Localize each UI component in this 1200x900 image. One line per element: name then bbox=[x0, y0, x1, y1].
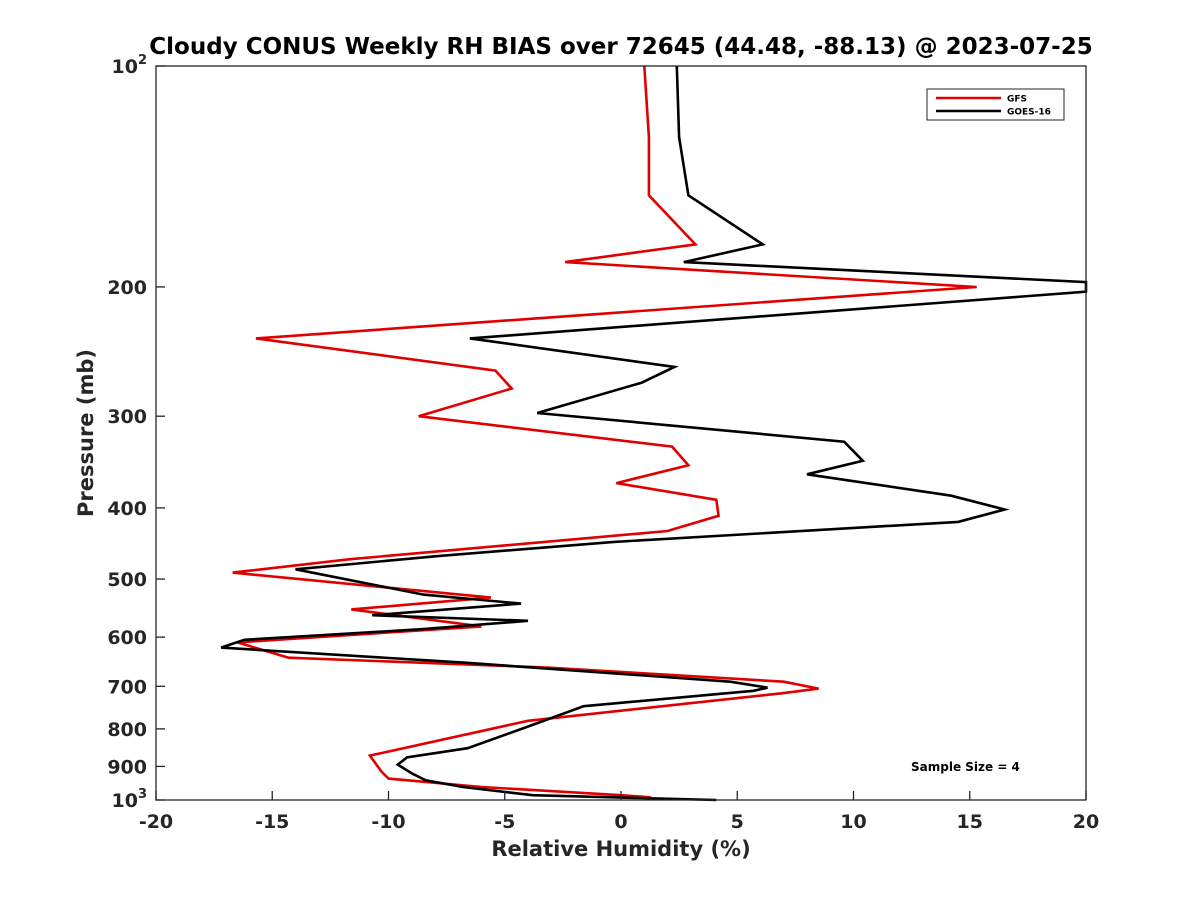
y-tick-label: 800 bbox=[107, 719, 147, 741]
plot-area-frame bbox=[155, 65, 1087, 801]
x-axis-label: Relative Humidity (%) bbox=[491, 837, 750, 861]
x-tick-label: -20 bbox=[139, 811, 173, 833]
legend-label-1: GOES-16 bbox=[1007, 108, 1051, 118]
y-tick-label: 103 bbox=[112, 787, 148, 812]
y-tick-label: 700 bbox=[107, 676, 147, 698]
y-tick-label: 900 bbox=[107, 756, 147, 778]
x-tick-label: 10 bbox=[840, 811, 866, 833]
series-line-0 bbox=[232, 65, 977, 799]
x-tick-label: 20 bbox=[1073, 811, 1099, 833]
legend-box bbox=[926, 88, 1065, 121]
y-axis-label: Pressure (mb) bbox=[74, 349, 98, 517]
sample-size-annotation: Sample Size = 4 bbox=[911, 760, 1020, 774]
x-tick-label: 5 bbox=[731, 811, 744, 833]
legend-label-0: GFS bbox=[1007, 95, 1027, 105]
y-tick-label: 400 bbox=[107, 498, 147, 520]
y-tick-label: 300 bbox=[107, 406, 147, 428]
x-tick-label: -15 bbox=[255, 811, 289, 833]
series-lines bbox=[220, 65, 1088, 802]
y-tick-label: 200 bbox=[107, 277, 147, 299]
y-tick-label: 102 bbox=[112, 53, 148, 78]
y-tick-label: 500 bbox=[107, 569, 147, 591]
x-tick-label: 15 bbox=[957, 811, 983, 833]
series-line-1 bbox=[220, 65, 1088, 802]
x-tick-label: -5 bbox=[494, 811, 515, 833]
x-tick-label: -10 bbox=[371, 811, 405, 833]
axis-ticks: -20 -15 -10 -5 0 5 10 15 20 102 200 300 400 500 600 700… bbox=[107, 53, 1099, 833]
chart-title: Cloudy CONUS Weekly RH BIAS over 72645 (… bbox=[149, 34, 1092, 60]
legend: GFS GOES-16 bbox=[926, 88, 1065, 121]
x-tick-label: 0 bbox=[614, 811, 627, 833]
y-tick-label: 600 bbox=[107, 627, 147, 649]
